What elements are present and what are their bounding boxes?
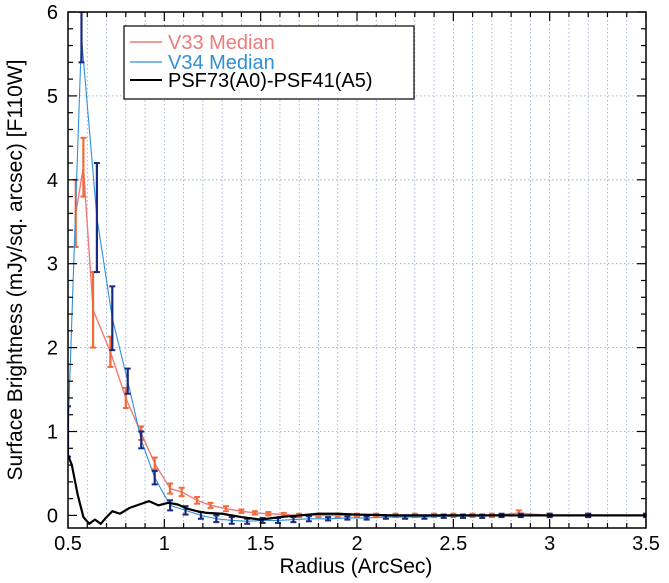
series-v34-median-errorbar: [78, 12, 85, 64]
y-tick-label: 3: [47, 254, 58, 276]
x-tick-label: 0.5: [54, 533, 82, 555]
series-v33-median-errorbar: [265, 511, 272, 517]
x-tick-label: 3.5: [632, 533, 660, 555]
y-tick-label: 0: [47, 505, 58, 527]
legend-label-psf: PSF73(A0)-PSF41(A5): [168, 70, 373, 92]
x-axis-label: Radius (ArcSec): [280, 555, 433, 578]
series-group: [68, 12, 646, 525]
y-axis-label: Surface Brightness (mJy/sq. arcsec) [F11…: [4, 60, 27, 481]
series-layer: [68, 12, 646, 525]
y-tick-labels: 0 1 2 3 4 5 6: [47, 2, 58, 527]
series-v33-median-errorbar: [151, 456, 158, 471]
series-v34-median-errorbar: [325, 516, 332, 522]
series-v33-median-errorbar: [251, 510, 258, 516]
series-v33-median-errorbar: [80, 136, 87, 198]
series-psf-difference-line: [68, 454, 646, 525]
series-v34-median-errorbar: [138, 430, 145, 450]
series-v34-median-errorbar: [167, 499, 174, 512]
x-tick-label: 2: [351, 533, 362, 555]
axis-ticks: [67, 11, 647, 528]
series-v34-median-errorbar: [305, 515, 312, 523]
legend: V33 Median V34 Median PSF73(A0)-PSF41(A5…: [123, 25, 415, 100]
series-v34-median-errorbar: [363, 515, 370, 521]
series-v34-median-errorbar: [643, 512, 646, 519]
series-v33-median-errorbar: [178, 486, 185, 498]
series-v33-median-errorbar: [207, 501, 214, 509]
y-tick-label: 4: [47, 170, 58, 192]
y-tick-label: 1: [47, 422, 58, 444]
series-v33-median-errorbar: [194, 495, 201, 505]
series-v33-median-errorbar: [222, 505, 229, 513]
x-tick-label: 3: [544, 533, 555, 555]
series-v34-median-errorbar: [228, 516, 235, 525]
x-tick-labels: 0.5 1 1.5 2 2.5 3 3.5: [54, 533, 660, 555]
y-tick-label: 5: [47, 86, 58, 108]
legend-label-v33: V33 Median: [168, 32, 275, 54]
series-v34-median-errorbar: [213, 514, 220, 524]
series-v33-median-errorbar: [238, 508, 245, 514]
x-tick-label: 1: [159, 533, 170, 555]
legend-box: [123, 25, 415, 100]
series-v34-median-errorbar: [151, 469, 158, 486]
y-tick-label: 6: [47, 2, 58, 24]
y-tick-label: 2: [47, 338, 58, 360]
x-tick-label: 1.5: [247, 533, 275, 555]
series-v34-median-errorbar: [68, 405, 71, 458]
x-tick-label: 2.5: [439, 533, 467, 555]
legend-label-v34: V34 Median: [168, 52, 275, 74]
series-v34-median-errorbar: [344, 515, 351, 521]
series-v34-median-errorbar: [124, 367, 131, 395]
series-v34-median-errorbar: [109, 285, 116, 352]
series-v34-median-errorbar: [93, 162, 100, 274]
series-v33-median-errorbar: [167, 482, 174, 495]
